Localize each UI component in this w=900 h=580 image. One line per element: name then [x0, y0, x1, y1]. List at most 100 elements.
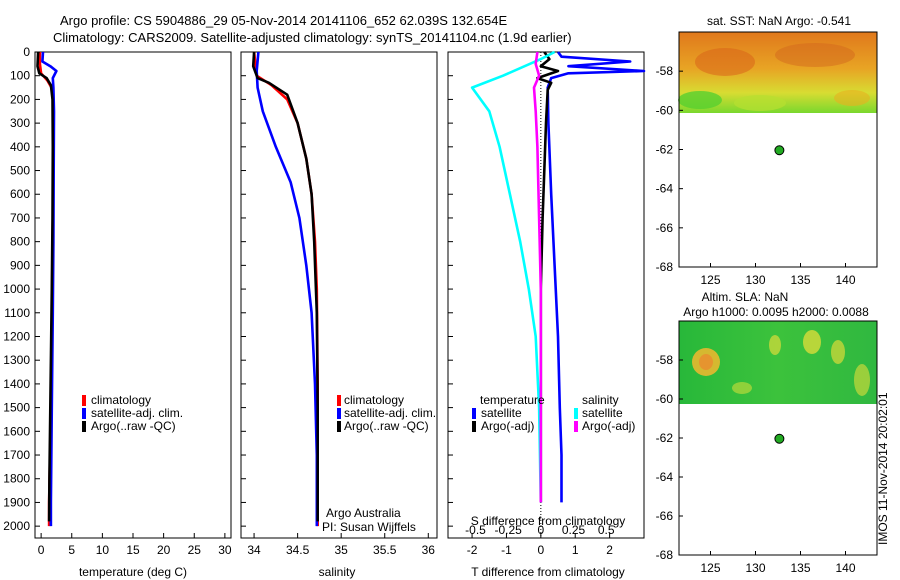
y-tick-label: 900: [10, 258, 30, 272]
series-line-2: [36, 51, 55, 522]
sla-high-patch: [699, 354, 713, 370]
difference-panel: -2 -1 0 1 2 -0.5 -0.25 0 0.25 0.5 temperature sal…: [447, 50, 646, 579]
x-tick-label: 0: [537, 543, 544, 557]
y-tick-label: 1600: [3, 424, 30, 438]
y-tick-label: 300: [10, 116, 30, 130]
x-tick-label: 34.5: [286, 543, 310, 557]
legend-label-satellite-clim: satellite-adj. clim.: [344, 406, 436, 420]
x-tick-label: 2: [606, 543, 613, 557]
x-tick-label: 25: [188, 543, 202, 557]
sla-high-patch: [854, 364, 870, 396]
temperature-legend: climatology satellite-adj. clim. Argo(..…: [82, 393, 183, 433]
y-tick-label: 1100: [4, 306, 30, 320]
sla-map-title: Altim. SLA: NaN: [702, 290, 789, 304]
legend-swatch-temp-satellite: [472, 408, 476, 419]
map-x-tick-label: 135: [790, 273, 810, 287]
map-y-tick-label: -58: [656, 64, 674, 78]
x2-tick-label: -0.25: [494, 523, 522, 537]
difference-axes-box: [447, 51, 645, 539]
legend-swatch-satellite-clim: [82, 408, 86, 419]
map-y-tick-label: -68: [656, 260, 674, 274]
temperature-xlabel: temperature (deg C): [79, 565, 187, 579]
y-tick-label: 1900: [3, 495, 30, 509]
x-tick-label: 15: [126, 543, 140, 557]
x-tick-label: 10: [96, 543, 110, 557]
difference-xlabel: T difference from climatology: [471, 565, 625, 579]
y-tick-label: 500: [10, 164, 30, 178]
y-tick-label: 1500: [3, 401, 30, 415]
y-tick-label: 1200: [3, 329, 30, 343]
map-x-tick-label: 135: [790, 561, 810, 575]
legend-label-argo: Argo(..raw -QC): [91, 419, 176, 433]
map-y-tick-label: -64: [656, 182, 674, 196]
map-x-tick-label: 130: [745, 273, 765, 287]
series-line-3: [532, 51, 543, 503]
sst-cool-patch: [734, 95, 786, 111]
legend-swatch-climatology: [82, 395, 86, 406]
y-tick-label: 1700: [3, 448, 30, 462]
sst-warm-patch: [695, 48, 755, 76]
x-tick-label: 35: [334, 543, 348, 557]
difference-x2label: S difference from climatology: [471, 514, 626, 528]
legend-label-climatology: climatology: [91, 393, 151, 407]
x-tick-label: 0: [38, 543, 45, 557]
sst-warm-patch: [775, 43, 855, 67]
legend-label-satellite-clim: satellite-adj. clim.: [91, 406, 183, 420]
sla-field-texture: [692, 330, 870, 396]
sla-high-patch: [831, 340, 845, 364]
x2-tick-label: 0.25: [562, 523, 586, 537]
y-tick-label: 1300: [3, 353, 30, 367]
legend-label-temp-satellite: satellite: [481, 406, 522, 420]
y-tick-label: 1800: [3, 472, 30, 486]
legend-label-sal-satellite: satellite: [582, 406, 623, 420]
map-x-tick-label: 140: [835, 273, 855, 287]
legend-label-temp-argo: Argo(-adj): [481, 419, 534, 433]
map-x-tick-label: 130: [745, 561, 765, 575]
map-y-tick-label: -60: [656, 392, 674, 406]
legend-label-sal-argo: Argo(-adj): [582, 419, 635, 433]
sst-cool-patch: [834, 90, 870, 106]
legend-header-temperature: temperature: [480, 393, 545, 407]
salinity-xlabel: salinity: [319, 565, 356, 579]
y-tick-label: 100: [10, 69, 30, 83]
salinity-annotation-pi: PI: Susan Wijffels: [322, 520, 416, 534]
map-y-tick-label: -64: [656, 470, 674, 484]
y-tick-label: 800: [10, 235, 30, 249]
salinity-axes-box: [240, 51, 438, 539]
sst-cool-patch: [678, 91, 722, 109]
series-line-1: [255, 51, 319, 527]
y-tick-label: 0: [23, 45, 30, 59]
x-tick-label: 34: [247, 543, 261, 557]
x-tick-label: 30: [218, 543, 232, 557]
y-tick-label: 200: [10, 92, 30, 106]
x-tick-label: 20: [157, 543, 171, 557]
difference-legend: temperature salinity satellite Argo(-adj…: [472, 393, 635, 433]
map-x-tick-label: 125: [700, 273, 720, 287]
sla-map-panel: Altim. SLA: NaN Argo h1000: 0.0095 h2000…: [656, 290, 878, 575]
x2-tick-label: 0: [537, 523, 544, 537]
x-tick-label: 5: [68, 543, 75, 557]
y-tick-label: 400: [10, 140, 30, 154]
legend-header-salinity: salinity: [582, 393, 619, 407]
x2-tick-label: -0.5: [465, 523, 486, 537]
series-line-0: [546, 51, 646, 503]
series-line-2: [251, 51, 320, 522]
temperature-axes-box: [34, 51, 232, 539]
map-y-tick-label: -58: [656, 353, 674, 367]
y-tick-label: 1000: [3, 282, 30, 296]
argo-position-marker: [774, 145, 785, 156]
y-tick-label: 700: [10, 211, 30, 225]
y-tick-label: 600: [10, 187, 30, 201]
map-y-tick-label: -68: [656, 548, 674, 562]
x-tick-label: 35.5: [373, 543, 397, 557]
sst-map-title: sat. SST: NaN Argo: -0.541: [707, 14, 851, 28]
legend-swatch-climatology: [337, 395, 341, 406]
salinity-legend: climatology satellite-adj. clim. Argo(..…: [337, 393, 436, 433]
footer-timestamp: IMOS 11-Nov-2014 20:02:01: [876, 392, 890, 545]
x-tick-label: -2: [467, 543, 478, 557]
map-x-tick-label: 140: [835, 561, 855, 575]
series-line-1: [41, 51, 58, 527]
sst-field-texture: [678, 43, 870, 111]
sla-high-patch: [803, 330, 821, 354]
y-tick-label: 1400: [3, 377, 30, 391]
